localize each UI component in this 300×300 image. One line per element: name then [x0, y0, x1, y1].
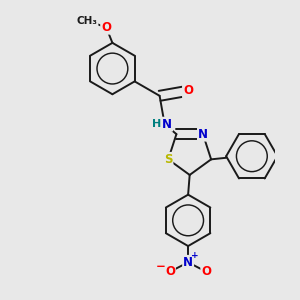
Text: H: H [152, 119, 161, 129]
Text: −: − [156, 260, 166, 273]
Text: O: O [183, 84, 193, 97]
Text: CH₃: CH₃ [77, 16, 98, 26]
Text: O: O [165, 265, 175, 278]
Text: O: O [101, 21, 111, 34]
Text: S: S [164, 153, 172, 166]
Text: +: + [191, 251, 199, 260]
Text: N: N [183, 256, 193, 269]
Text: N: N [198, 128, 208, 141]
Text: N: N [162, 118, 172, 131]
Text: O: O [201, 265, 211, 278]
